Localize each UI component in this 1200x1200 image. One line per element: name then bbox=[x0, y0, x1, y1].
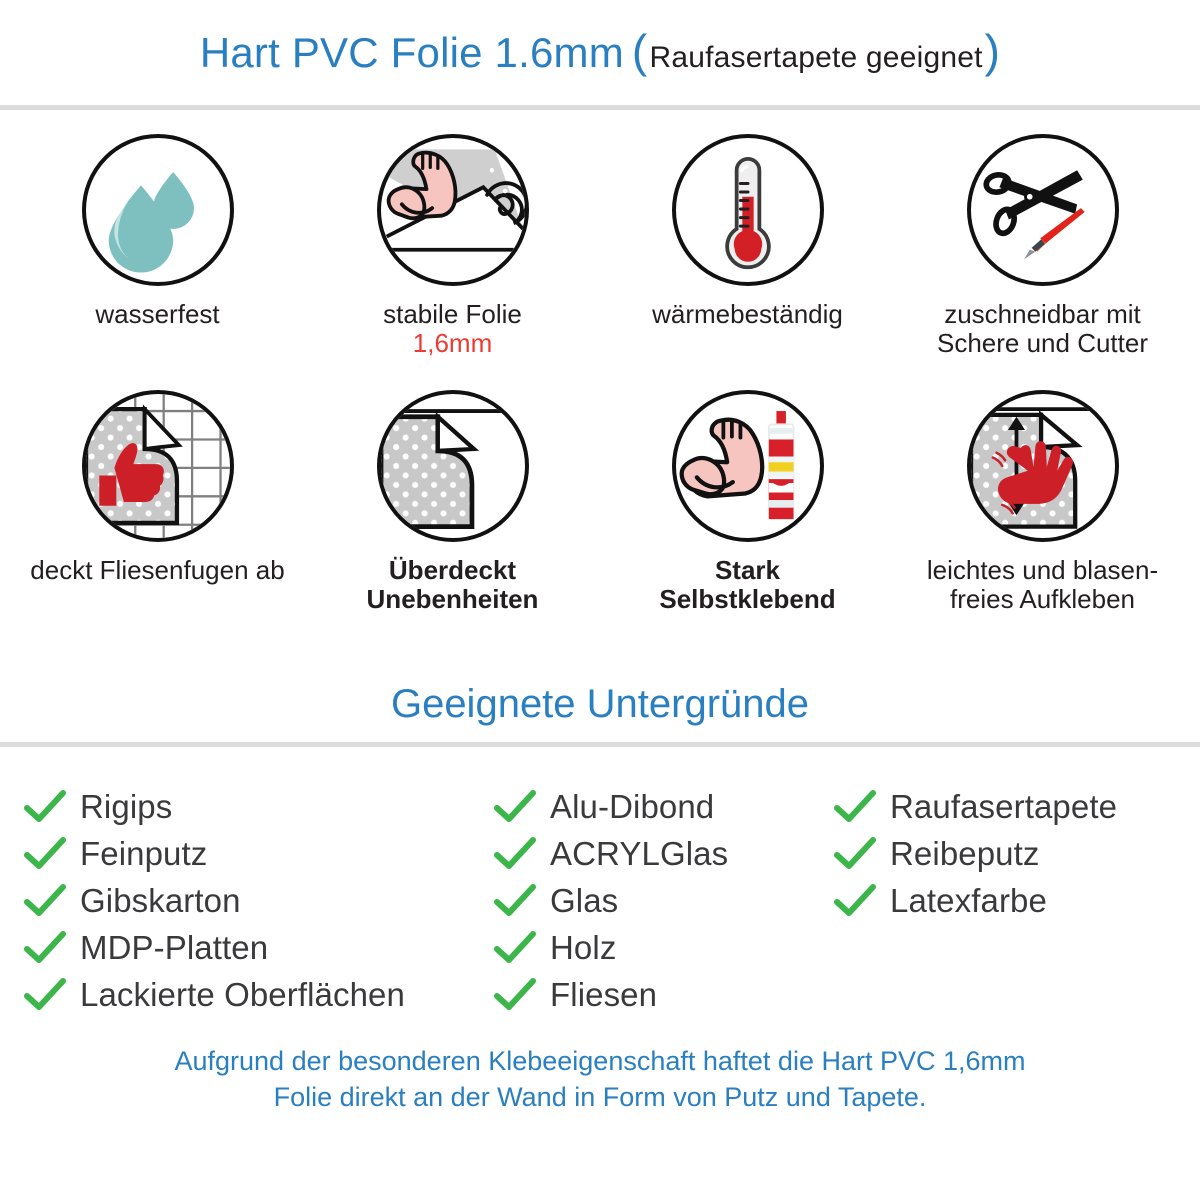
feature-selbstklebend: Stark Selbstklebend bbox=[600, 390, 895, 640]
checklist-column-2: Alu-Dibond ACRYLGlas Glas Holz Fliesen bbox=[494, 783, 834, 1018]
footer-line-2: Folie direkt an der Wand in Form von Put… bbox=[273, 1081, 927, 1112]
check-icon bbox=[24, 836, 66, 869]
list-item: Reibeputz bbox=[834, 830, 1176, 877]
list-item-label: MDP-Platten bbox=[80, 928, 269, 966]
feature-sublabel: 1,6mm bbox=[412, 328, 493, 359]
list-item-label: Latexfarbe bbox=[890, 881, 1047, 919]
peeling-film-icon bbox=[376, 390, 529, 542]
substrates-checklist: Rigips Feinputz Gibskarton MDP-Platten L… bbox=[0, 747, 1200, 1018]
page-title-sub: Raufasertapete geeignet bbox=[649, 41, 983, 74]
list-item: Holz bbox=[494, 924, 834, 971]
check-icon bbox=[24, 883, 66, 916]
feature-ueberdeckt: Überdeckt Unebenheiten bbox=[305, 390, 600, 640]
footer-line-1: Aufgrund der besonderen Klebeeigenschaft… bbox=[174, 1046, 1026, 1076]
list-item-label: Fliesen bbox=[550, 975, 658, 1013]
list-item: Lackierte Oberflächen bbox=[24, 971, 494, 1018]
feature-label: Stark Selbstklebend bbox=[659, 555, 836, 615]
arm-glue-tube-icon bbox=[671, 390, 824, 542]
section-divider bbox=[0, 742, 1200, 747]
check-icon bbox=[24, 930, 66, 963]
list-item: MDP-Platten bbox=[24, 924, 494, 971]
list-item-label: Lackierte Oberflächen bbox=[80, 975, 405, 1013]
list-item-label: Reibeputz bbox=[890, 834, 1040, 872]
list-item-label: Alu-Dibond bbox=[550, 787, 715, 825]
title-paren-open: ( bbox=[631, 25, 648, 77]
scissors-cutter-icon bbox=[966, 134, 1119, 286]
list-item: Glas bbox=[494, 877, 834, 924]
feature-waermebestaendig: wärmebeständig bbox=[600, 134, 895, 384]
list-item: Rigips bbox=[24, 783, 494, 830]
page-header: Hart PVC Folie 1.6mm ( Raufasertapete ge… bbox=[0, 0, 1200, 105]
feature-label: wärmebeständig bbox=[652, 299, 843, 329]
title-paren-close: ) bbox=[984, 25, 1001, 77]
check-icon bbox=[494, 836, 536, 869]
check-icon bbox=[24, 789, 66, 822]
feature-fliesenfugen: deckt Fliesenfugen ab bbox=[10, 390, 305, 640]
list-item-label: Gibskarton bbox=[80, 881, 241, 919]
checklist-column-3: Raufasertapete Reibeputz Latexfarbe bbox=[834, 783, 1176, 1018]
checklist-column-1: Rigips Feinputz Gibskarton MDP-Platten L… bbox=[24, 783, 494, 1018]
check-icon bbox=[834, 836, 876, 869]
feature-wasserfest: wasserfest bbox=[10, 134, 305, 384]
list-item: Fliesen bbox=[494, 971, 834, 1018]
list-item-label: Holz bbox=[550, 928, 617, 966]
feature-label: zuschneidbar mit Schere und Cutter bbox=[936, 299, 1148, 359]
list-item: Feinputz bbox=[24, 830, 494, 877]
check-icon bbox=[494, 977, 536, 1010]
list-item: ACRYLGlas bbox=[494, 830, 834, 877]
list-item: Raufasertapete bbox=[834, 783, 1176, 830]
list-item: Alu-Dibond bbox=[494, 783, 834, 830]
feature-label: wasserfest bbox=[95, 299, 220, 329]
check-icon bbox=[834, 789, 876, 822]
feature-grid: wasserfest stabile Folie 1,6mm bbox=[0, 110, 1200, 640]
check-icon bbox=[24, 977, 66, 1010]
list-item-label: Glas bbox=[550, 881, 619, 919]
check-icon bbox=[494, 789, 536, 822]
check-icon bbox=[494, 883, 536, 916]
list-item: Latexfarbe bbox=[834, 877, 1176, 924]
check-icon bbox=[494, 930, 536, 963]
feature-label: Überdeckt Unebenheiten bbox=[366, 555, 539, 615]
section-heading: Geeignete Untergründe bbox=[0, 666, 1200, 742]
feature-stabile-folie: stabile Folie 1,6mm bbox=[305, 134, 600, 384]
footer-note: Aufgrund der besonderen Klebeeigenschaft… bbox=[0, 1044, 1200, 1115]
check-icon bbox=[834, 883, 876, 916]
feature-aufkleben: leichtes und blasen- freies Aufkleben bbox=[895, 390, 1190, 640]
section-heading-text: Geeignete Untergründe bbox=[390, 681, 810, 726]
list-item-label: ACRYLGlas bbox=[550, 834, 729, 872]
feature-label: stabile Folie bbox=[383, 299, 522, 329]
feature-zuschneidbar: zuschneidbar mit Schere und Cutter bbox=[895, 134, 1190, 384]
hand-smoothing-icon bbox=[966, 390, 1119, 542]
feature-label: leichtes und blasen- freies Aufkleben bbox=[926, 555, 1159, 615]
header-divider bbox=[0, 105, 1200, 110]
strong-arm-film-icon bbox=[376, 134, 529, 286]
feature-label: deckt Fliesenfugen ab bbox=[30, 555, 285, 585]
list-item-label: Feinputz bbox=[80, 834, 208, 872]
water-drops-icon bbox=[81, 134, 234, 286]
list-item-label: Rigips bbox=[80, 787, 173, 825]
page-title-main: Hart PVC Folie 1.6mm bbox=[199, 29, 624, 76]
thermometer-icon bbox=[671, 134, 824, 286]
list-item: Gibskarton bbox=[24, 877, 494, 924]
list-item-label: Raufasertapete bbox=[890, 787, 1118, 825]
thumbs-up-tiles-icon bbox=[81, 390, 234, 542]
page-title: Hart PVC Folie 1.6mm ( Raufasertapete ge… bbox=[200, 28, 1000, 77]
